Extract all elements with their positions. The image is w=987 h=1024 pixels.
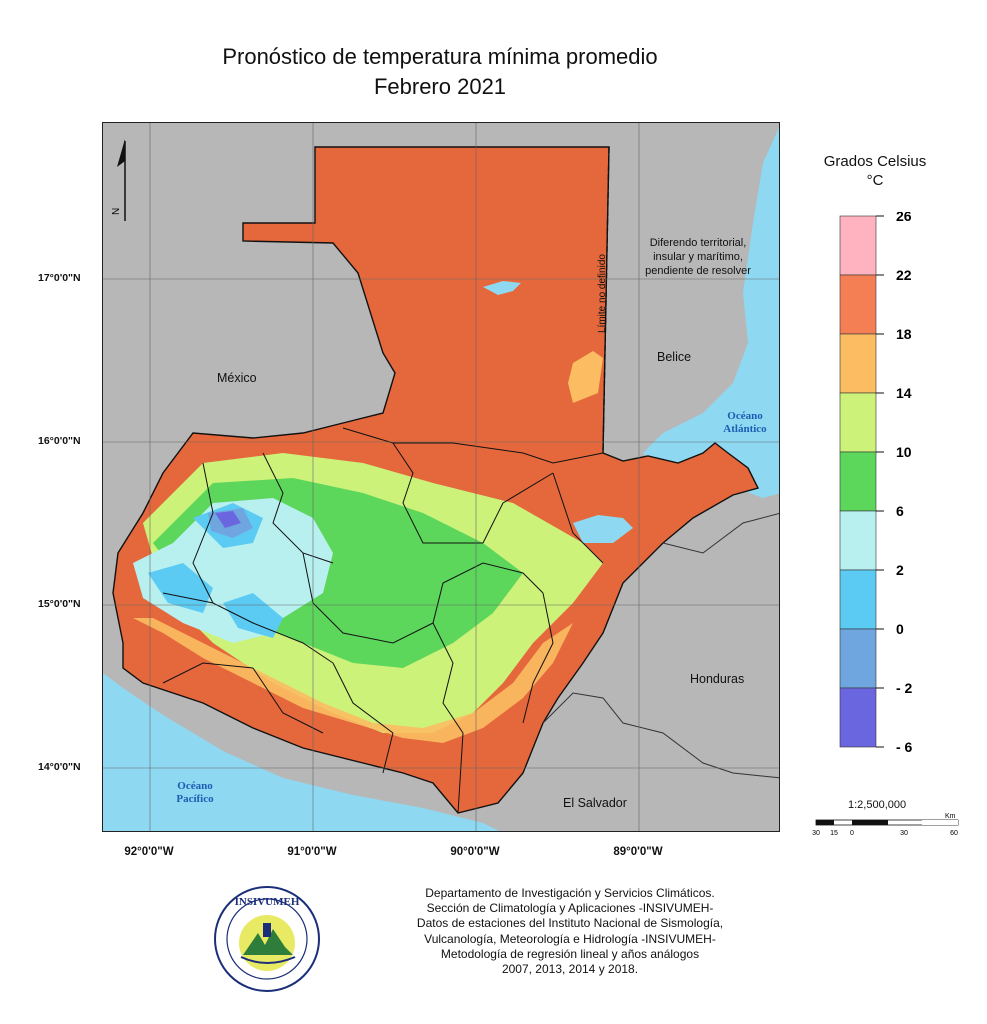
limit-note: Límite no definido: [597, 254, 608, 333]
map-subtitle: Febrero 2021: [373, 74, 507, 99]
credit-line-2: Sección de Climatología y Aplicaciones -…: [426, 901, 714, 916]
scale-tick-60: 60: [950, 830, 958, 837]
label-oceano-pacifico: Océano Pacífico: [155, 780, 235, 806]
insivumeh-logo: INSIVUMEH: [214, 886, 320, 992]
label-mexico: México: [217, 371, 257, 385]
map-canvas: N Límite no definido: [103, 123, 779, 831]
legend-colorbar: 26 22 18 14 10 6 2 0 - 2 - 6: [839, 212, 913, 754]
label-belice: Belice: [657, 350, 692, 364]
credits-block: Departamento de Investigación y Servicio…: [370, 886, 770, 977]
credit-line-4: Vulcanología, Meteorología e Hidrología …: [424, 931, 716, 946]
scale-ratio: 1:2,500,000: [848, 799, 907, 811]
diferendo-line2: insular y marítimo,: [653, 251, 743, 263]
zone-0-2-c: [223, 593, 283, 638]
scale-unit: Km: [945, 813, 956, 820]
logo-text: INSIVUMEH: [235, 896, 300, 908]
legend-swatch-7: [839, 628, 877, 689]
legend-swatch-1: [839, 274, 877, 335]
credit-line-6: 2007, 2013, 2014 y 2018.: [501, 962, 639, 977]
atlantico-line2: Atlántico: [723, 423, 767, 435]
legend-swatch-5: [839, 510, 877, 571]
pacific-ocean: [103, 673, 499, 831]
credit-line-1: Departamento de Investigación y Servicio…: [425, 886, 715, 900]
lon-label-92: 92°0'0"W: [124, 846, 174, 858]
legend-swatch-3: [839, 392, 877, 453]
salvador-honduras-border: [542, 692, 779, 779]
legend-tick-label-4: 10: [896, 444, 912, 460]
belize-border: [602, 146, 610, 454]
north-arrow-icon: [117, 139, 126, 221]
zone-0-2-b: [148, 563, 213, 613]
pacifico-line2: Pacífico: [176, 793, 214, 805]
lat-label-14: 14°0'0"N: [38, 761, 81, 773]
lon-label-89: 89°0'0"W: [613, 846, 663, 858]
zone-minus6-minus2: [215, 511, 241, 528]
scale-tick-0: 0: [850, 830, 854, 837]
legend-tick-label-3: 14: [896, 385, 912, 401]
lat-label-16: 16°0'0"N: [38, 435, 81, 447]
atlantic-ocean: [643, 127, 779, 498]
lat-label-15: 15°0'0"N: [38, 598, 81, 610]
legend-swatch-8: [839, 687, 877, 748]
label-oceano-atlantico: Océano Atlántico: [705, 410, 785, 436]
lake-izabal: [573, 515, 633, 543]
legend-swatch-0: [839, 215, 877, 276]
map-frame[interactable]: N Límite no definido: [102, 122, 780, 832]
legend-swatch-4: [839, 451, 877, 512]
legend-tick-label-0: 26: [896, 212, 912, 224]
lon-label-91: 91°0'0"W: [287, 846, 337, 858]
scale-tick-30r: 30: [900, 830, 908, 837]
legend-tick-label-1: 22: [896, 267, 912, 283]
scale-bar: Km 30 15 0 30 60: [812, 813, 959, 837]
scale-tick-30l: 30: [812, 830, 820, 837]
diferendo-line3: pendiente de resolver: [645, 265, 751, 277]
lat-label-17: 17°0'0"N: [38, 272, 81, 284]
legend-tick-label-5: 6: [896, 503, 904, 519]
legend-tick-label-9: - 6: [896, 739, 913, 754]
legend-swatch-6: [839, 569, 877, 630]
legend-title: Grados Celsius: [823, 153, 927, 170]
graticule: [103, 123, 779, 831]
legend-unit: °C: [866, 172, 884, 189]
credit-line-3: Datos de estaciones del Instituto Nacion…: [416, 916, 724, 931]
north-label: N: [111, 208, 122, 215]
honduras-border: [662, 513, 779, 554]
map-title: Pronóstico de temperatura mínima promedi…: [222, 44, 658, 69]
zone-14-18: [568, 351, 603, 403]
pacifico-line1: Océano: [177, 780, 213, 792]
lake-peten-itza: [483, 281, 521, 295]
diferendo-note: Diferendo territorial, insular y marítim…: [628, 236, 768, 278]
legend-tick-label-6: 2: [896, 562, 904, 578]
scale-tick-15: 15: [830, 830, 838, 837]
zone-14-18-b: [133, 618, 573, 743]
lon-label-90: 90°0'0"W: [450, 846, 500, 858]
legend-tick-label-7: 0: [896, 621, 904, 637]
legend-tick-label-8: - 2: [896, 680, 913, 696]
legend-tick-label-2: 18: [896, 326, 912, 342]
diferendo-line1: Diferendo territorial,: [649, 237, 747, 249]
label-honduras: Honduras: [690, 672, 745, 686]
label-el-salvador: El Salvador: [563, 796, 627, 810]
atlantico-line1: Océano: [727, 410, 763, 422]
credit-line-5: Metodología de regresión lineal y años a…: [440, 946, 700, 961]
legend-swatch-2: [839, 333, 877, 394]
